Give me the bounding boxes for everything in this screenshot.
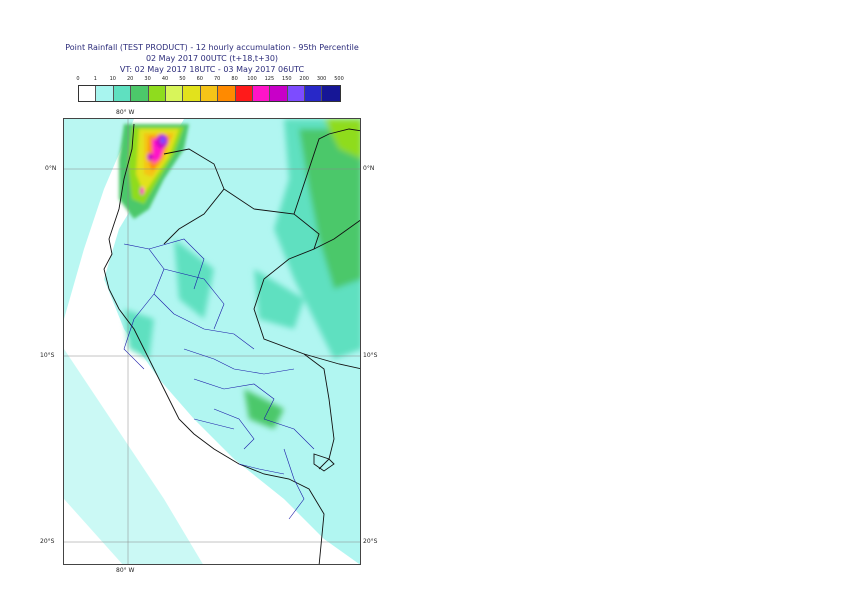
legend-tick-label: 70 [214, 76, 221, 82]
rain-area-south [64, 349, 203, 564]
map-canvas [64, 119, 360, 564]
legend-tick-label: 200 [299, 76, 309, 82]
rainfall-map[interactable] [63, 118, 361, 565]
legend-tick-label: 10 [109, 76, 116, 82]
legend-tick-label: 500 [334, 76, 344, 82]
legend-tick-label: 0 [76, 76, 80, 82]
legend-tick-label: 125 [264, 76, 275, 82]
country-borders [103, 123, 360, 564]
legend-swatch [183, 86, 201, 101]
legend-tick-label: 50 [179, 76, 186, 82]
lat-label-10-left: 10°S [40, 352, 55, 359]
legend-swatch [322, 86, 340, 101]
legend-swatch [270, 86, 288, 101]
legend-swatch [79, 86, 97, 101]
legend-swatch [131, 86, 149, 101]
lat-label-20-right: 20°S [363, 538, 378, 545]
lat-label-10-right: 10°S [363, 352, 378, 359]
legend-swatch [96, 86, 114, 101]
legend-tick-label: 30 [144, 76, 151, 82]
lat-label-20-left: 20°S [40, 538, 55, 545]
legend-swatch [165, 86, 184, 101]
legend-swatch [287, 86, 306, 101]
legend-tick-label: 100 [247, 76, 257, 82]
region-borders [123, 238, 315, 520]
lat-label-0-right: 0°N [363, 165, 375, 172]
lon-label-bottom: 80° W [116, 567, 135, 574]
legend-color-bar [78, 85, 341, 102]
legend-tick-label: 20 [127, 76, 134, 82]
chart-title: Point Rainfall (TEST PRODUCT) - 12 hourl… [42, 42, 382, 75]
rain-area-heavy [119, 124, 189, 219]
legend-tick-label: 40 [161, 76, 169, 82]
title-line-3: VT: 02 May 2017 18UTC - 03 May 2017 06UT… [119, 65, 305, 74]
legend-tick-labels: 0 1 10 20 30 40 50 60 70 80 100 125 150 200 300 500 [76, 76, 348, 85]
legend-swatch [235, 86, 253, 101]
legend-tick-label: 300 [316, 76, 327, 82]
legend-tick-label: 150 [282, 76, 292, 82]
legend-swatch [113, 86, 132, 101]
legend-tick-label: 80 [231, 76, 238, 82]
legend-swatch [305, 86, 323, 101]
legend-tick-label: 60 [196, 76, 203, 82]
legend-swatch [252, 86, 271, 101]
legend-swatch [218, 86, 236, 101]
legend-swatch [148, 86, 166, 101]
legend-tick-label: 1 [93, 76, 97, 82]
lon-label-top: 80° W [116, 109, 135, 116]
legend-swatch [200, 86, 219, 101]
lat-label-0-left: 0°N [45, 165, 57, 172]
title-line-2: 02 May 2017 00UTC (t+18,t+30) [145, 54, 279, 63]
title-line-1: Point Rainfall (TEST PRODUCT) - 12 hourl… [65, 43, 359, 52]
